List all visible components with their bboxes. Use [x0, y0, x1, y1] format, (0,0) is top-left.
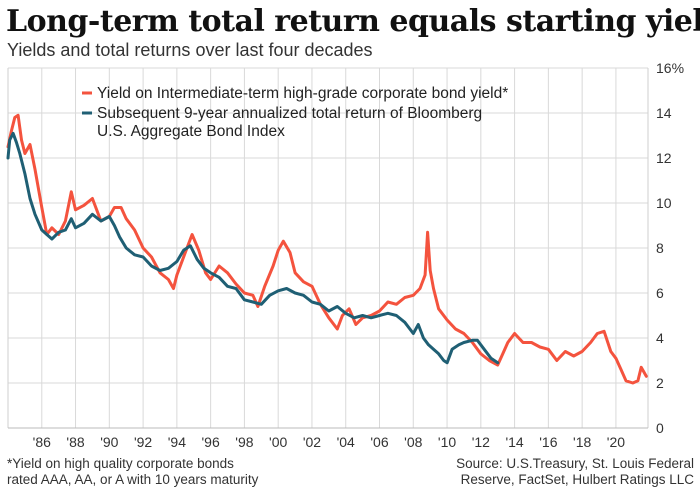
chart-subtitle: Yields and total returns over last four …	[7, 40, 373, 60]
y-tick-label: 10	[656, 195, 672, 211]
y-tick-label: 16%	[656, 60, 684, 76]
grid-layer	[7, 67, 649, 429]
y-tick-label: 0	[656, 420, 664, 436]
y-tick-label: 12	[656, 150, 672, 166]
x-tick-label: '02	[303, 434, 321, 450]
x-tick-label: '08	[404, 434, 422, 450]
source-line: Source: U.S.Treasury, St. Louis Federal	[456, 456, 694, 471]
chart-title: Long-term total return equals starting y…	[6, 4, 700, 39]
x-tick-label: '86	[33, 434, 51, 450]
x-tick-label: '16	[539, 434, 557, 450]
x-tick-label: '18	[573, 434, 591, 450]
x-tick-label: '00	[269, 434, 287, 450]
x-tick-label: '04	[337, 434, 355, 450]
y-tick-label: 6	[656, 285, 664, 301]
x-tick-label: '98	[235, 434, 253, 450]
y-tick-label: 2	[656, 375, 664, 391]
x-tick-label: '96	[202, 434, 220, 450]
source-note: Source: U.S.Treasury, St. Louis Federal …	[394, 456, 694, 488]
source-line: Reserve, FactSet, Hulbert Ratings LLC	[460, 472, 694, 487]
footnote-line: *Yield on high quality corporate bonds	[7, 456, 234, 471]
legend-label: Subsequent 9-year annualized total retur…	[97, 105, 482, 122]
legend-label: Yield on Intermediate-term high-grade co…	[97, 85, 508, 102]
x-tick-label: '20	[607, 434, 625, 450]
x-tick-label: '12	[472, 434, 490, 450]
x-tick-label: '14	[505, 434, 523, 450]
y-tick-label: 4	[656, 330, 664, 346]
total-return-series-line	[6, 131, 500, 365]
x-tick-label: '90	[100, 434, 118, 450]
footnote: *Yield on high quality corporate bonds r…	[7, 456, 307, 488]
y-tick-label: 8	[656, 240, 664, 256]
x-tick-label: '10	[438, 434, 456, 450]
legend: Yield on Intermediate-term high-grade co…	[82, 85, 508, 140]
x-tick-label: '06	[370, 434, 388, 450]
series-layer	[6, 113, 648, 385]
y-tick-label: 14	[656, 105, 672, 121]
x-tick-label: '94	[168, 434, 186, 450]
axis-layer: 0 2 4 6 8 10 12 14 16% '86 '88 '90 '92 '94 '96 '98 '00 '0…	[33, 60, 684, 450]
footnote-line: rated AAA, AA, or A with 10 years maturi…	[7, 472, 259, 487]
x-tick-label: '92	[134, 434, 152, 450]
legend-label: U.S. Aggregate Bond Index	[97, 123, 285, 140]
x-tick-label: '88	[66, 434, 84, 450]
yield-series-line	[6, 113, 648, 385]
